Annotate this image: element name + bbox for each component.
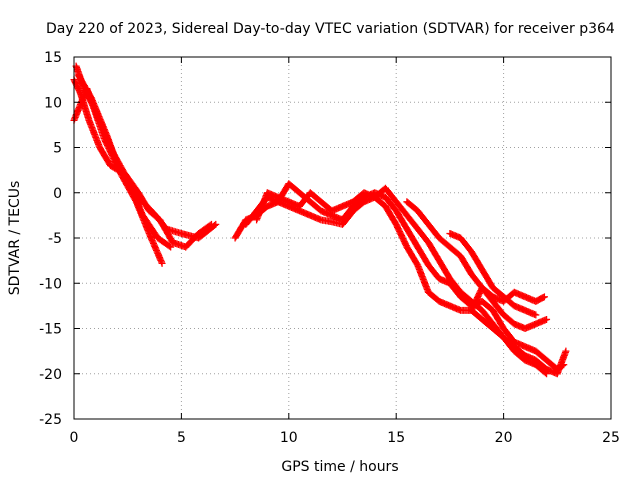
- data-point: [532, 311, 540, 319]
- data-point: [543, 315, 551, 323]
- data-point: [541, 369, 549, 377]
- data-point: [543, 370, 551, 378]
- series-track-4: [70, 85, 175, 251]
- y-tick-label: -25: [39, 412, 62, 428]
- data-point: [562, 347, 570, 355]
- series-track-10: [467, 284, 548, 314]
- y-tick-label: -10: [39, 276, 62, 292]
- grid-layer: [74, 57, 611, 419]
- data-point: [539, 294, 547, 301]
- x-tick-label: 15: [387, 430, 405, 446]
- y-tick-label: -5: [48, 231, 62, 247]
- y-axis-label: SDTVAR / TECUs: [7, 181, 23, 296]
- y-tick-label: 5: [53, 141, 62, 157]
- data-point: [560, 361, 568, 369]
- x-axis-label: GPS time / hours: [281, 459, 398, 475]
- x-tick-label: 10: [280, 430, 298, 446]
- y-tick-label: 0: [53, 186, 62, 202]
- data-point: [212, 220, 220, 228]
- y-tick-label: 15: [44, 50, 62, 66]
- data-point: [167, 243, 175, 251]
- data-point: [158, 259, 166, 267]
- x-tick-label: 20: [495, 430, 513, 446]
- y-tick-label: -15: [39, 322, 62, 338]
- series-track-2: [72, 62, 220, 242]
- marks-layer: [70, 62, 570, 378]
- y-tick-label: -20: [39, 367, 62, 383]
- data-point: [211, 221, 218, 229]
- y-tick-label: 10: [44, 95, 62, 111]
- chart-title: Day 220 of 2023, Sidereal Day-to-day VTE…: [46, 21, 615, 37]
- data-point: [165, 242, 173, 250]
- series-track-7: [253, 184, 551, 378]
- x-tick-label: 5: [177, 430, 186, 446]
- x-tick-label: 25: [602, 430, 620, 446]
- data-point: [559, 362, 566, 370]
- x-tick-label: 0: [70, 430, 79, 446]
- data-point: [540, 293, 548, 301]
- series-track-8: [403, 198, 551, 332]
- axes-layer: 0 5 10 15 20 25 15 10 5 0 -5 -10 -15 -20 -25: [39, 50, 620, 446]
